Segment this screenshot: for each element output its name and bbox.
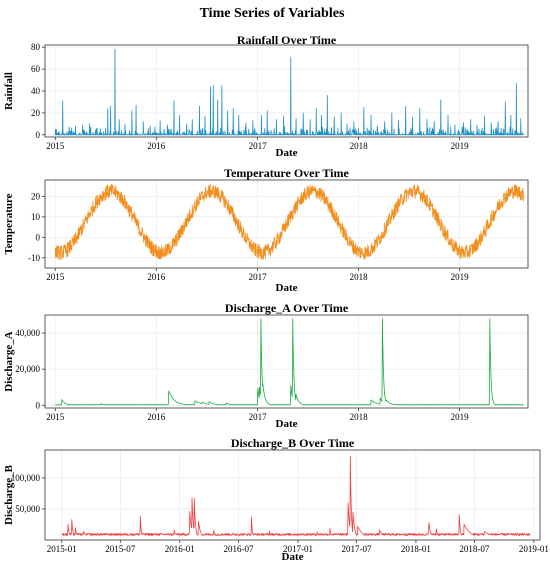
x-tick-label: 2015 xyxy=(46,272,65,282)
chart-rainfall: 2015 2016 2017 2018 2019 0 20 40 60 80 Rainfall Ov… xyxy=(3,33,529,159)
series-line-discharge_b xyxy=(61,455,531,536)
plot-area xyxy=(45,315,528,408)
y-axis-label: Rainfall xyxy=(3,72,15,110)
y-tick-label: 40,000 xyxy=(15,328,40,338)
series-line-rainfall xyxy=(54,48,524,136)
y-tick-label: 0 xyxy=(36,232,41,242)
x-tick-label: 2015-01 xyxy=(47,544,77,554)
plot-frame xyxy=(44,449,541,541)
x-tick-label: 2018 xyxy=(350,141,369,151)
x-tick-label: 2016 xyxy=(147,272,166,282)
x-axis-label: Date xyxy=(276,418,298,430)
x-tick-label: 2019-01 xyxy=(519,544,549,554)
chart-discharge_b: 2015-01 2015-07 2016-01 2016-07 2017-01 2017-… xyxy=(3,436,549,563)
chart-title: Discharge_B Over Time xyxy=(231,436,355,450)
x-tick-label: 2015 xyxy=(46,412,65,422)
y-tick-label: 10 xyxy=(31,212,41,222)
x-tick-label: 2018-07 xyxy=(459,544,489,554)
x-tick-label: 2019 xyxy=(451,412,470,422)
y-tick-label: 20 xyxy=(31,191,41,201)
y-tick-label: 40 xyxy=(31,86,41,96)
x-tick-label: 2015 xyxy=(46,141,65,151)
chart-title: Temperature Over Time xyxy=(224,166,349,180)
x-axis-label: Date xyxy=(276,147,298,159)
x-axis-label: Date xyxy=(276,282,298,294)
series-line-temperature xyxy=(54,183,524,261)
y-axis-label: Discharge_B xyxy=(3,464,15,525)
x-tick-label: 2017-07 xyxy=(341,544,371,554)
y-tick-label: 0 xyxy=(36,130,41,140)
x-tick-label: 2017 xyxy=(249,412,268,422)
y-axis-label: Temperature xyxy=(3,193,15,254)
chart-panels: 2015 2016 2017 2018 2019 0 20 40 60 80 Rainfall Ov… xyxy=(3,33,549,563)
x-tick-label: 2018 xyxy=(350,272,369,282)
chart-temperature: 2015 2016 2017 2018 2019 -10 0 10 20 Temperature … xyxy=(3,166,529,294)
x-tick-label: 2017 xyxy=(249,141,268,151)
x-axis-label: Date xyxy=(282,551,304,563)
figure-title: Time Series of Variables xyxy=(200,6,345,21)
y-tick-label: 80 xyxy=(31,42,41,52)
x-tick-label: 2015-07 xyxy=(105,544,135,554)
x-tick-label: 2016-01 xyxy=(165,544,195,554)
x-tick-label: 2016-07 xyxy=(224,544,254,554)
x-tick-label: 2018-01 xyxy=(401,544,431,554)
plot-frame xyxy=(44,179,529,269)
y-tick-label: 100,000 xyxy=(11,473,41,483)
y-axis-label: Discharge_A xyxy=(3,331,15,392)
x-tick-label: 2016 xyxy=(147,412,166,422)
plot-area xyxy=(45,450,540,540)
y-tick-label: 60 xyxy=(31,64,41,74)
x-tick-label: 2019 xyxy=(451,141,470,151)
x-tick-label: 2017 xyxy=(249,272,268,282)
y-tick-label: 50,000 xyxy=(15,504,40,514)
x-tick-label: 2016 xyxy=(147,141,166,151)
y-tick-label: 20 xyxy=(31,108,41,118)
y-tick-label: 0 xyxy=(36,400,41,410)
y-tick-label: -10 xyxy=(28,253,40,263)
x-tick-label: 2017-01 xyxy=(283,544,313,554)
chart-title: Rainfall Over Time xyxy=(237,33,337,47)
y-tick-label: 20,000 xyxy=(15,364,40,374)
series-line-discharge_a xyxy=(55,318,524,406)
chart-discharge_a: 2015 2016 2017 2018 2019020,00040,000Dischar… xyxy=(3,301,529,430)
x-tick-label: 2019 xyxy=(451,272,470,282)
x-tick-label: 2018 xyxy=(350,412,369,422)
chart-title: Discharge_A Over Time xyxy=(225,301,349,315)
plot-frame xyxy=(44,314,529,409)
